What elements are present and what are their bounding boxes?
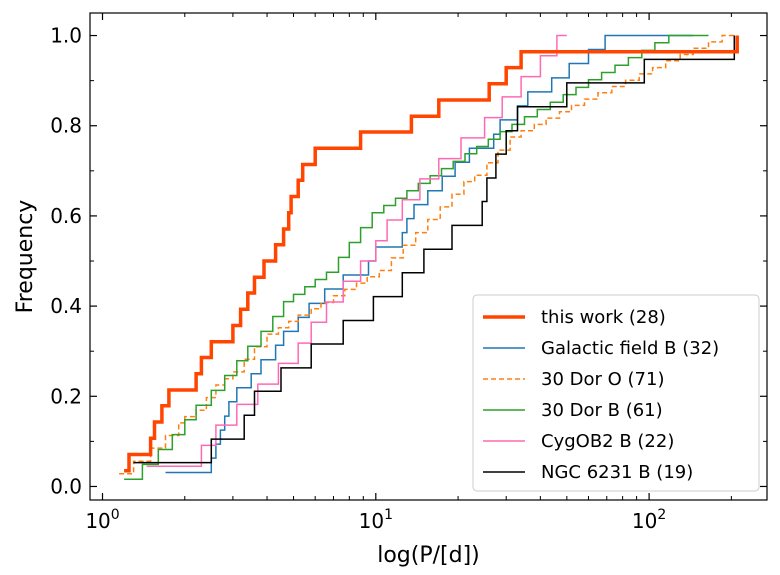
x-axis-label: log(P/[d]) xyxy=(377,543,480,568)
y-axis-label: Frequency xyxy=(13,200,38,314)
legend: this work (28) Galactic field B (32) 30 Do… xyxy=(472,294,760,492)
legend-label: this work (28) xyxy=(541,307,666,328)
x-tick-label: 100 xyxy=(85,507,119,533)
legend-label: NGC 6231 B (19) xyxy=(541,462,693,483)
y-tick-label: 0.8 xyxy=(50,114,82,138)
y-tick-label: 1.0 xyxy=(50,24,82,48)
legend-label: 30 Dor B (61) xyxy=(541,400,663,421)
legend-label: CygOB2 B (22) xyxy=(541,431,674,452)
legend-box xyxy=(472,294,760,492)
series-line-0 xyxy=(124,35,739,473)
y-tick-label: 0.4 xyxy=(50,294,82,318)
x-tick-base: 10 xyxy=(632,509,657,533)
legend-label: Galactic field B (32) xyxy=(541,338,719,359)
x-tick-label: 102 xyxy=(632,507,666,533)
legend-label: 30 Dor O (71) xyxy=(541,369,664,390)
series-layer xyxy=(119,34,739,481)
series-line-2 xyxy=(119,34,735,475)
x-tick-base: 10 xyxy=(85,509,110,533)
series-line-4 xyxy=(146,34,567,467)
x-tick-exponent: 0 xyxy=(111,507,120,523)
x-tick-label: 101 xyxy=(359,507,393,533)
series-line-1 xyxy=(165,34,694,474)
y-tick-label: 0.2 xyxy=(50,384,82,408)
series-line-3 xyxy=(124,34,709,481)
y-tick-label: 0.0 xyxy=(50,474,82,498)
y-tick-label: 0.6 xyxy=(50,204,82,228)
x-tick-base: 10 xyxy=(359,509,384,533)
x-tick-exponent: 1 xyxy=(384,507,393,523)
x-tick-exponent: 2 xyxy=(657,507,666,523)
series-line-5 xyxy=(133,35,736,464)
plot-frame xyxy=(89,12,768,501)
